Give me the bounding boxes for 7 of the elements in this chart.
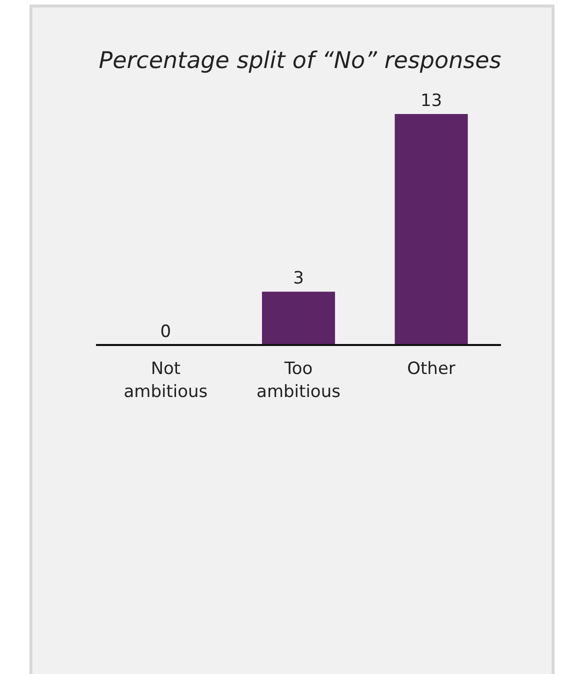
x-tick-label: Too ambitious: [256, 359, 341, 402]
x-tick-label: Not ambitious: [124, 359, 208, 402]
data-label: 13: [420, 91, 442, 111]
data-label: 0: [160, 322, 172, 342]
data-label: 3: [293, 268, 304, 289]
x-tick-label: Other: [407, 359, 456, 379]
chart-title: Percentage split of “No” responses: [98, 48, 502, 74]
